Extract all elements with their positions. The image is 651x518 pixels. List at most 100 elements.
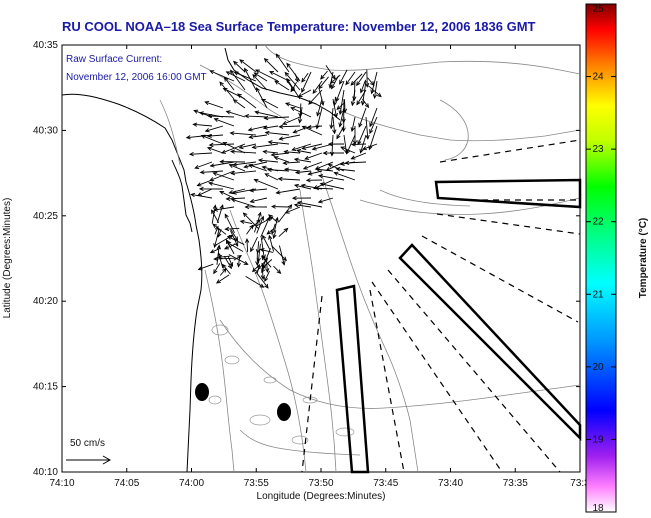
current-vector [340, 146, 356, 154]
current-vector [272, 230, 277, 240]
current-vector [194, 161, 213, 169]
current-vector [185, 134, 213, 140]
current-vector [209, 70, 235, 82]
current-vector [350, 152, 367, 160]
current-vector [344, 160, 367, 166]
current-vector [284, 102, 301, 109]
current-vector [233, 71, 257, 82]
current-vector [211, 204, 217, 224]
current-vector [301, 125, 323, 136]
x-tick-label: 73:45 [373, 478, 398, 489]
current-vector [263, 57, 279, 73]
current-vector [246, 224, 254, 235]
current-vector [282, 116, 301, 125]
current-vector [271, 245, 287, 262]
colorbar-tick-label: 24 [592, 72, 604, 83]
map-contour [291, 435, 309, 445]
current-vector [262, 125, 279, 130]
footprint-dashed-edge [436, 213, 581, 235]
current-vector [232, 99, 246, 109]
current-vector [208, 142, 235, 148]
footprint-outline [398, 243, 582, 442]
current-vector [225, 238, 235, 255]
current-vector [365, 116, 370, 140]
current-vector [244, 204, 268, 210]
x-tick-label: 74:10 [49, 478, 74, 489]
current-vector [332, 116, 337, 135]
current-vector [275, 188, 301, 195]
current-vector [252, 264, 260, 273]
y-tick-label: 40:35 [33, 40, 58, 51]
current-vector [253, 178, 279, 190]
map-contour [224, 355, 240, 365]
current-vector [350, 116, 356, 133]
chart-title: RU COOL NOAA–18 Sea Surface Temperature:… [62, 19, 536, 34]
colorbar [585, 3, 617, 513]
map-contour [299, 189, 337, 473]
map-contour [339, 109, 581, 142]
current-vector [257, 158, 279, 163]
current-vector [270, 152, 290, 157]
current-vector [301, 72, 309, 83]
current-vector [293, 183, 312, 190]
y-tick-label: 40:25 [33, 211, 58, 222]
current-vector [251, 143, 279, 150]
current-vector [350, 142, 367, 147]
map-contour [319, 169, 419, 473]
current-vector [314, 186, 334, 191]
current-vector [317, 174, 345, 181]
x-tick-label: 74:05 [114, 478, 139, 489]
current-vector [286, 80, 296, 92]
current-vector [238, 143, 257, 150]
map-contour [264, 44, 581, 75]
current-vector [332, 96, 337, 107]
site-marker [195, 383, 209, 401]
x-tick-label: 73:3 [570, 478, 590, 489]
current-vector [268, 234, 275, 252]
current-vector [278, 124, 301, 129]
current-vector [335, 80, 345, 103]
plot-area [61, 44, 581, 473]
current-vector [369, 107, 378, 128]
current-vector [247, 125, 268, 132]
current-vector [239, 59, 257, 73]
scale-arrow-head [102, 455, 112, 465]
current-vector [350, 73, 363, 86]
current-vector [286, 62, 301, 82]
current-vector [248, 163, 268, 172]
colorbar-tick-label: 19 [592, 434, 604, 445]
current-vector [339, 69, 348, 85]
current-vector [199, 170, 224, 175]
current-vector [319, 182, 345, 190]
current-vector [274, 80, 290, 91]
current-vector [305, 178, 323, 183]
current-vector [215, 274, 230, 284]
current-vector [262, 149, 279, 154]
current-vector [318, 76, 329, 90]
current-vector [298, 107, 303, 124]
current-vector [222, 142, 246, 154]
current-vector [237, 93, 257, 109]
current-vector [255, 216, 274, 227]
current-vector [256, 272, 269, 289]
current-vector [261, 255, 272, 268]
current-vector [244, 113, 268, 119]
footprint-outline [335, 284, 370, 474]
x-tick-label: 73:35 [503, 478, 528, 489]
current-vector [264, 130, 290, 136]
map-contour [224, 47, 341, 121]
current-vector [230, 230, 239, 247]
footprint-dashed-edge [371, 281, 503, 473]
current-vector [255, 69, 279, 82]
map-contour [229, 209, 307, 473]
current-vector [198, 186, 224, 192]
footprint-dashed-edge [439, 139, 581, 163]
current-vector [293, 157, 312, 163]
current-vector [336, 125, 345, 140]
current-vector [329, 107, 334, 130]
current-vector [200, 134, 224, 145]
current-vector [242, 212, 259, 229]
current-vector [188, 151, 213, 157]
colorbar-tick-label: 18 [592, 503, 604, 514]
